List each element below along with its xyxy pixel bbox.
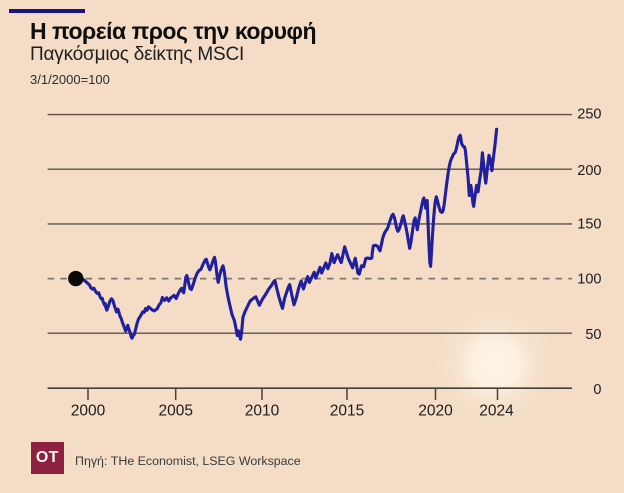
- svg-text:2010: 2010: [245, 403, 280, 420]
- svg-text:150: 150: [577, 217, 601, 233]
- svg-text:250: 250: [577, 107, 601, 123]
- svg-text:200: 200: [577, 163, 601, 179]
- svg-text:2005: 2005: [158, 403, 192, 420]
- svg-text:2020: 2020: [418, 403, 453, 420]
- svg-text:0: 0: [593, 382, 601, 398]
- svg-text:50: 50: [585, 327, 601, 343]
- svg-text:2024: 2024: [479, 403, 514, 420]
- svg-text:2015: 2015: [330, 403, 364, 420]
- svg-text:100: 100: [577, 271, 601, 287]
- svg-text:2000: 2000: [71, 403, 106, 420]
